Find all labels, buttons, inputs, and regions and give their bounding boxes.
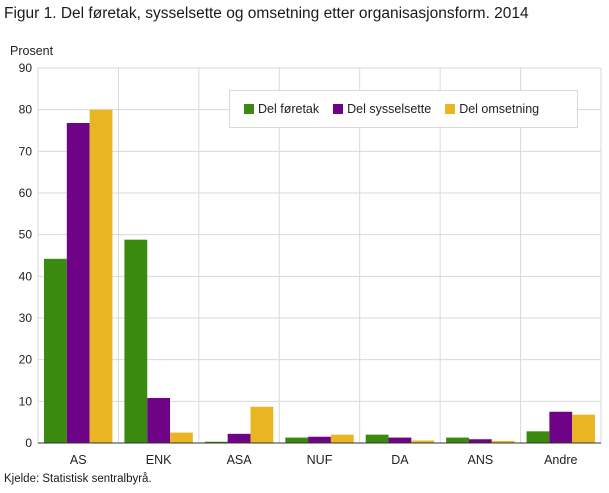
y-tick-label: 40 [19, 269, 33, 283]
bar-nuf-omsetning [330, 434, 354, 443]
legend-item: Del omsetning [445, 102, 539, 116]
chart-title: Figur 1. Del føretak, sysselsette og oms… [4, 5, 529, 22]
bar-ans-foretak [446, 437, 469, 443]
bar-nuf-sysselsette [308, 436, 331, 443]
y-tick-label: 70 [19, 144, 33, 158]
chart-legend: Del føretak Del sysselsette Del omsetning [229, 90, 578, 128]
source-note: Kjelde: Statistisk sentralbyrå. [4, 473, 152, 485]
y-axis-label: Prosent [10, 44, 54, 58]
y-tick-label: 0 [25, 436, 32, 450]
legend-swatch [244, 104, 254, 114]
x-tick-label: ENK [146, 453, 172, 467]
x-tick-label: DA [391, 453, 409, 467]
x-tick-label: Andre [544, 453, 577, 467]
legend-label: Del sysselsette [347, 102, 432, 116]
bar-ans-omsetning [491, 440, 515, 443]
bar-as-omsetning [89, 109, 113, 444]
bar-as-sysselsette [66, 123, 90, 443]
x-tick-label: ANS [468, 453, 494, 467]
y-tick-label: 50 [19, 228, 33, 242]
x-tick-label: AS [70, 453, 87, 467]
legend-item: Del føretak [244, 102, 319, 116]
legend-swatch [333, 104, 344, 114]
legend-swatch [445, 104, 456, 114]
bar-enk-sysselsette [147, 398, 171, 443]
y-tick-label: 20 [19, 353, 33, 367]
legend-label: Del føretak [258, 102, 320, 116]
bar-enk-foretak [124, 239, 148, 443]
bar-asa-foretak [204, 441, 228, 443]
y-tick-label: 10 [19, 394, 33, 408]
bar-ans-sysselsette [468, 439, 492, 443]
bar-nuf-foretak [285, 437, 309, 443]
y-tick-label: 80 [19, 103, 33, 117]
x-tick-label: NUF [307, 453, 333, 467]
y-tick-label: 30 [19, 311, 33, 325]
bar-da-foretak [365, 434, 389, 443]
legend-item: Del sysselsette [333, 102, 431, 116]
x-tick-label: ASA [227, 453, 253, 467]
y-tick-label: 60 [19, 186, 33, 200]
bar-andre-omsetning [572, 414, 595, 443]
bar-asa-sysselsette [227, 433, 251, 443]
legend-label: Del omsetning [459, 102, 540, 116]
bar-enk-omsetning [170, 432, 193, 443]
bar-andre-foretak [526, 431, 550, 443]
bar-da-omsetning [411, 440, 435, 443]
bar-asa-omsetning [250, 406, 274, 443]
bar-andre-sysselsette [549, 411, 573, 443]
bar-da-sysselsette [388, 437, 412, 443]
bar-as-foretak [44, 258, 67, 443]
y-tick-label: 90 [19, 61, 33, 75]
